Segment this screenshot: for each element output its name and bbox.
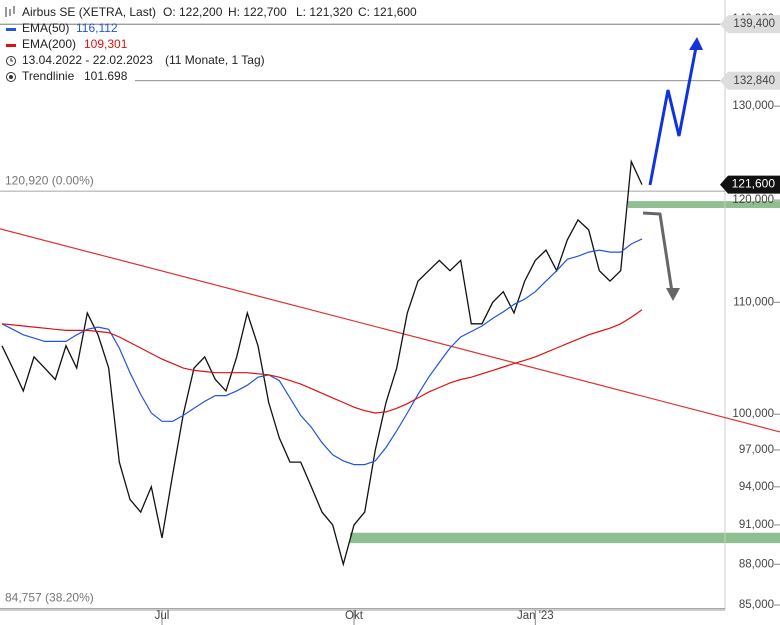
trendline <box>0 228 780 433</box>
arrow-head <box>689 37 703 50</box>
legend-label: EMA(50) <box>22 21 69 35</box>
clock-icon <box>6 56 16 66</box>
price-marker <box>720 15 780 34</box>
y-tick-label: 97,000 <box>739 444 774 456</box>
x-tick-label: Jan '23 <box>517 610 554 622</box>
y-tick-label: 100,000 <box>732 408 774 420</box>
chart-title: Airbus SE (XETRA, Last) <box>22 5 156 19</box>
scenario-arrow-up <box>648 41 699 186</box>
clock-hands <box>10 58 13 62</box>
header: Airbus SE (XETRA, Last) O: 122,200 H: 12… <box>5 5 417 83</box>
legend-label: Trendlinie <box>22 69 75 83</box>
period: 13.04.2022 - 22.02.2023 <box>22 53 153 67</box>
ema-line <box>1 238 643 466</box>
price-marker <box>720 71 780 90</box>
fib-label: 120,920 (0.00%) <box>5 173 94 187</box>
y-tick-label: 91,000 <box>739 519 774 531</box>
y-tick-label: 130,000 <box>732 100 774 112</box>
legend-swatch <box>6 28 16 31</box>
y-tick-label: 120,000 <box>732 194 774 206</box>
price-line <box>1 159 643 567</box>
arrow-head <box>666 288 680 301</box>
ohlc-open: O: 122,200 <box>163 5 223 19</box>
ohlc-low: L: 121,320 <box>296 5 353 19</box>
chart-icon <box>5 6 15 17</box>
support-zone <box>350 532 780 544</box>
zones <box>350 201 780 544</box>
scenario-arrow-down <box>642 211 674 293</box>
y-tick-label: 94,000 <box>739 481 774 493</box>
legend-swatch <box>6 44 16 47</box>
trend-icon <box>6 72 16 82</box>
y-tick-label: 85,000 <box>739 599 774 611</box>
x-tick-label: Okt <box>345 610 364 622</box>
trend-icon-dot <box>9 75 13 79</box>
x-tick-label: Jul <box>155 610 170 622</box>
price-marker-label: 132,840 <box>733 75 775 87</box>
ohlc-high: H: 122,700 <box>228 5 287 19</box>
price-marker-label: 139,400 <box>733 18 775 30</box>
legend-label: EMA(200) <box>22 37 76 51</box>
ohlc-close: C: 121,600 <box>358 5 417 19</box>
support-zone <box>628 201 780 208</box>
legend-value: 116,112 <box>76 21 118 35</box>
y-tick-label: 110,000 <box>733 296 774 308</box>
legend-value: 109,301 <box>84 37 128 51</box>
fib-label: 84,757 (38.20%) <box>5 591 94 605</box>
last-price-label: 121,600 <box>732 177 776 191</box>
y-tick-label: 88,000 <box>739 558 774 570</box>
ema-line <box>1 309 643 414</box>
period-note: (11 Monate, 1 Tag) <box>165 53 265 67</box>
last-price-marker <box>720 175 780 194</box>
legend-value: 101.698 <box>84 69 128 83</box>
